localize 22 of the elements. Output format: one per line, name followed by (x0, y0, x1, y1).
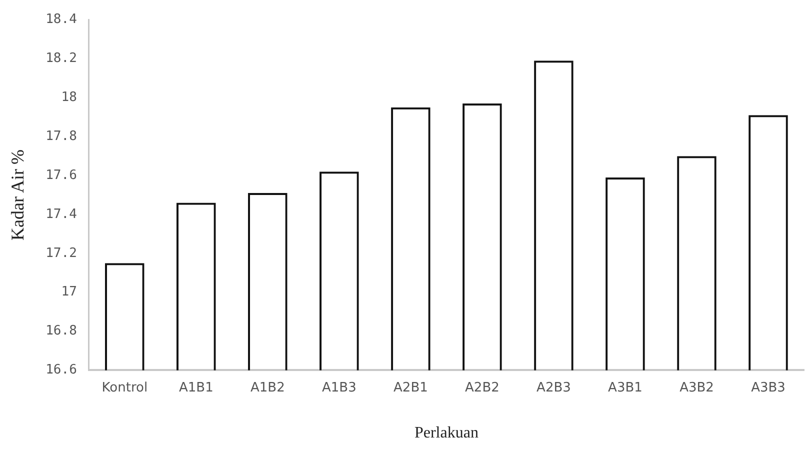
y-tick-label: 17.8 (46, 128, 77, 144)
y-tick-label: 17.6 (46, 168, 77, 183)
y-tick-label: 16.6 (46, 362, 77, 378)
x-tick-label: A1B3 (322, 380, 356, 396)
y-tick-label: 18 (61, 90, 77, 106)
x-tick-label: A3B2 (680, 380, 714, 396)
x-axis-title: Perlakuan (414, 424, 478, 442)
x-tick-label: A2B3 (536, 380, 571, 396)
y-axis-title: Kadar Air % (8, 150, 28, 240)
x-tick-label: Kontrol (102, 380, 148, 396)
x-tick-label: A2B2 (465, 380, 500, 396)
y-tick-label: 17.2 (46, 246, 77, 261)
x-tick-label: A1B2 (250, 380, 285, 396)
y-tick-label: 18.2 (46, 51, 77, 66)
x-tick-label: A1B1 (178, 380, 214, 396)
y-tick-label: 17 (61, 284, 77, 300)
y-tick-label: 18.4 (46, 12, 78, 28)
x-tick-label: A3B1 (608, 380, 642, 396)
y-tick-label: 16.8 (46, 324, 77, 339)
x-tick-label: A3B3 (751, 380, 786, 396)
y-tick-label: 17.4 (46, 206, 78, 222)
x-tick-label: A2B1 (394, 380, 428, 396)
